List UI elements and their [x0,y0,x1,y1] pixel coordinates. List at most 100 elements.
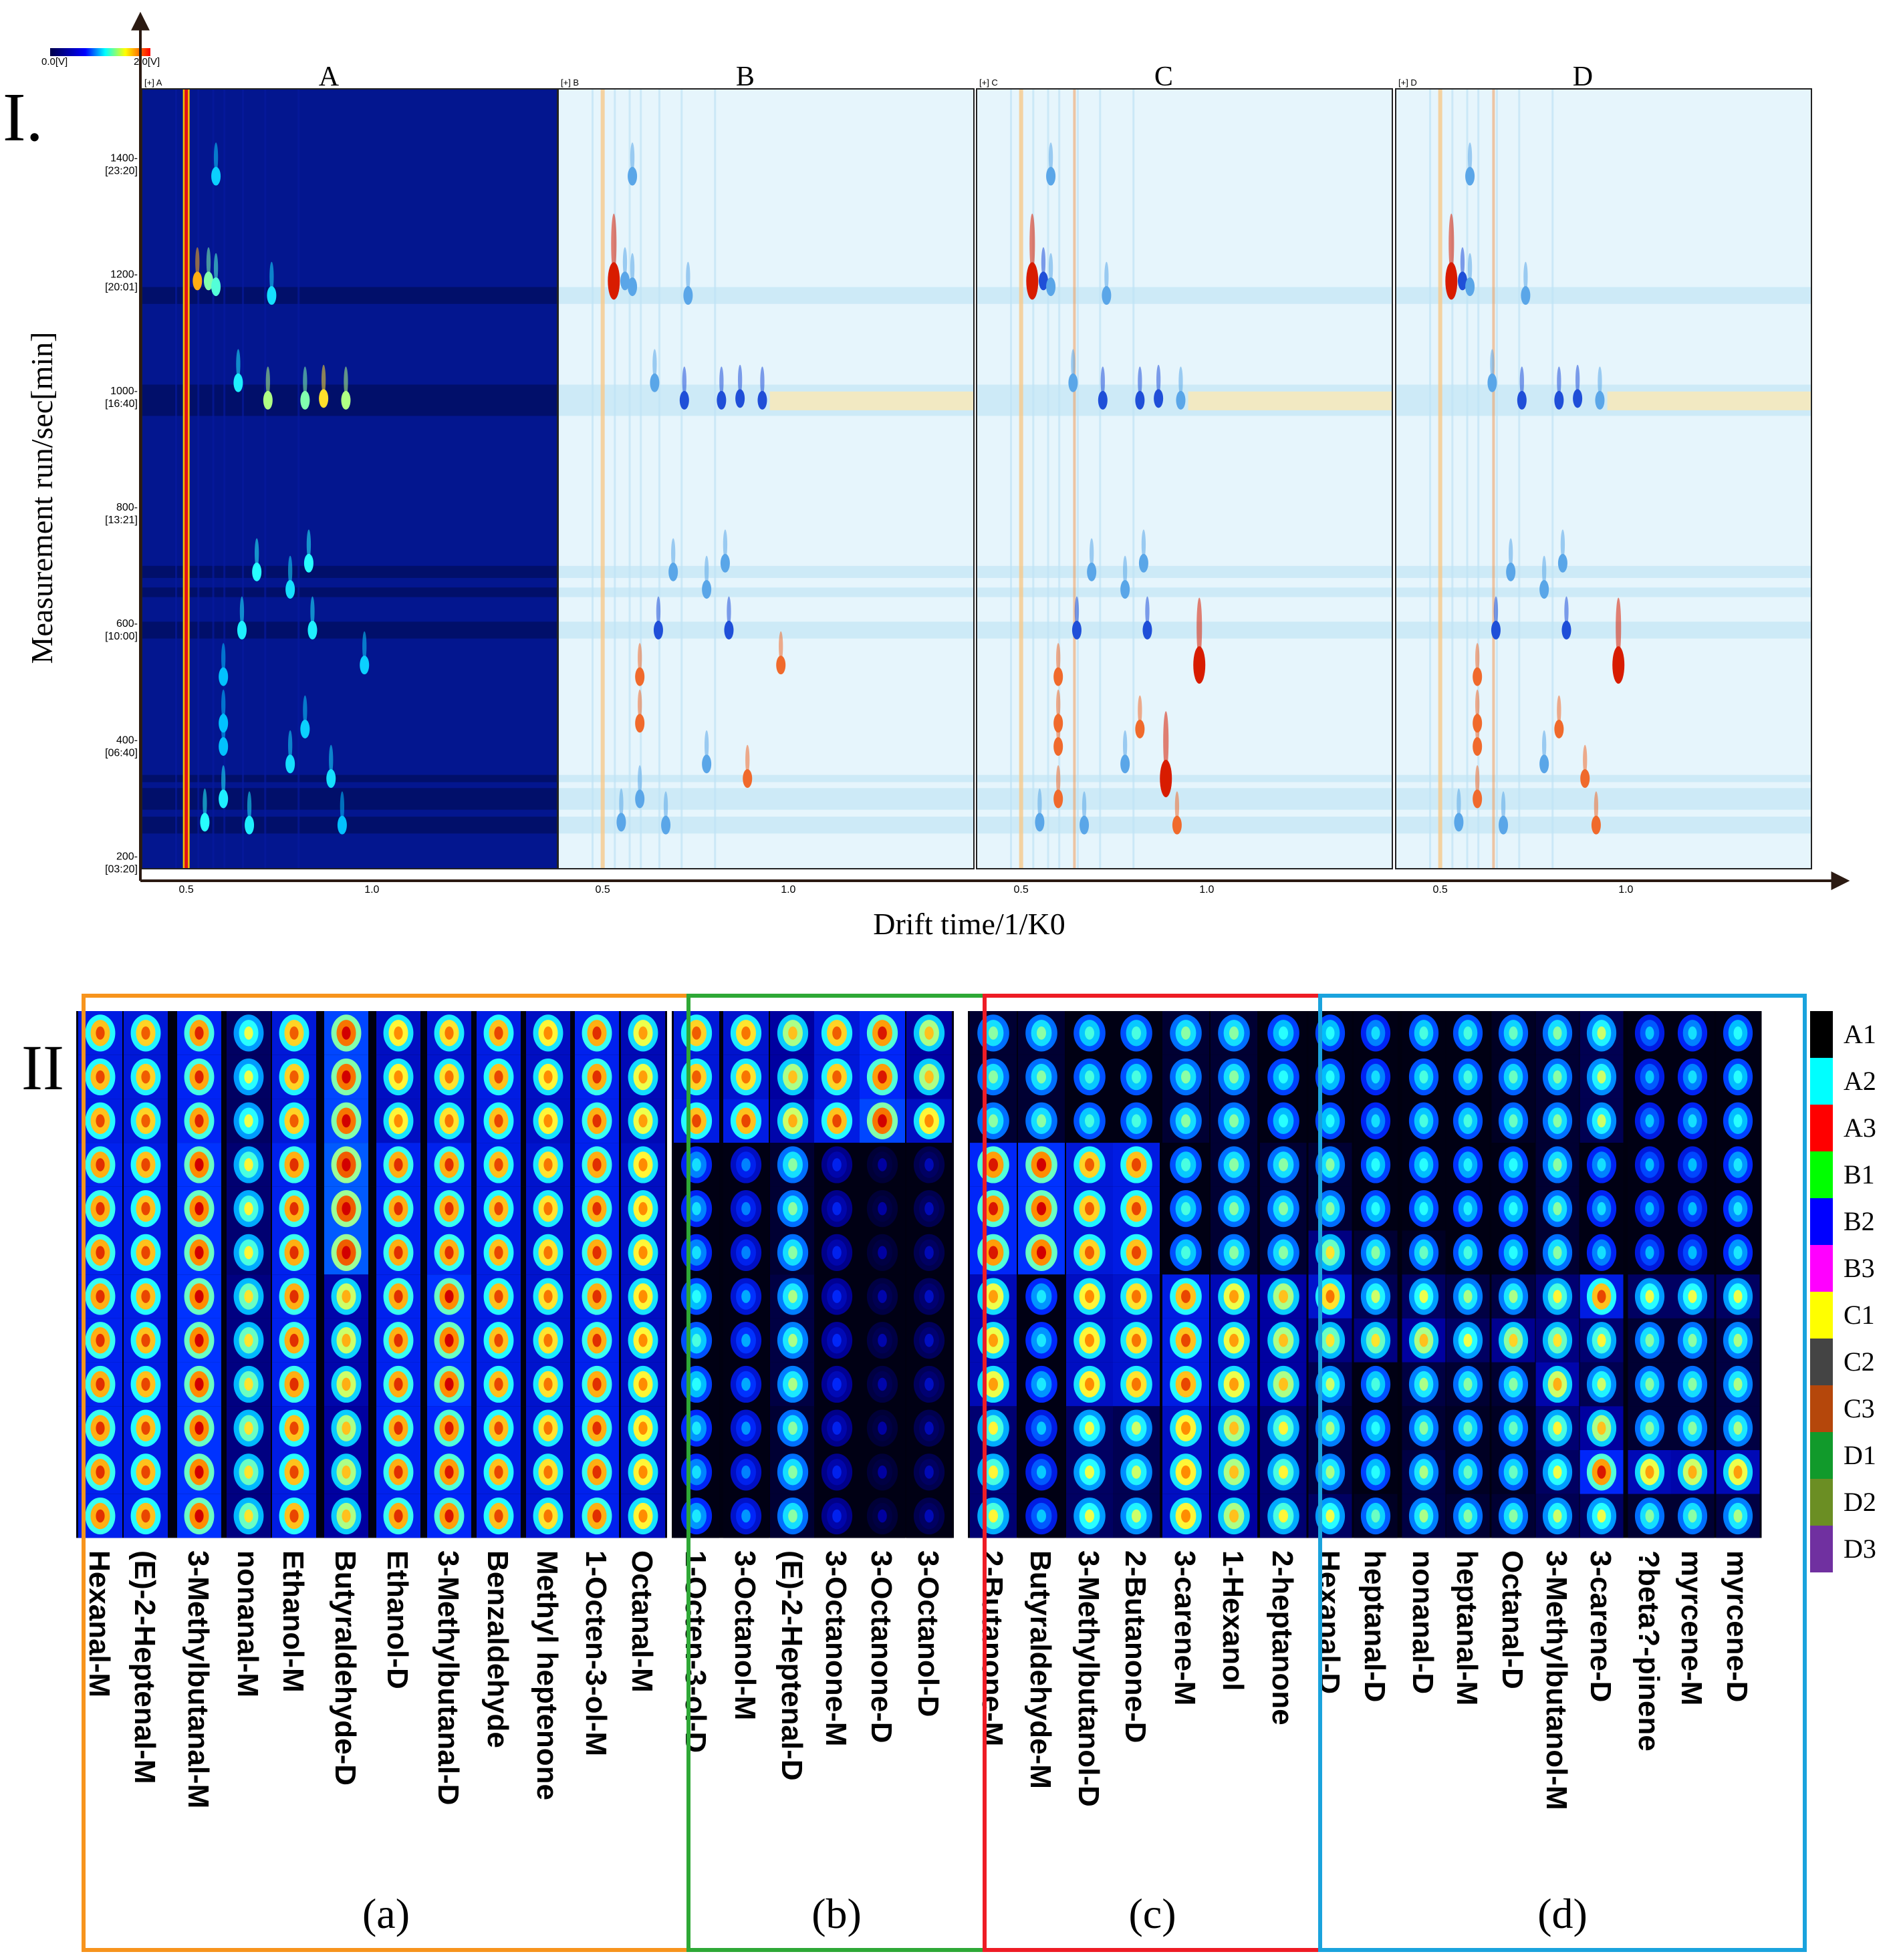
cell-core [244,1158,253,1171]
compound-label: 3-Octanol-M [729,1550,761,1720]
cell-core [494,1202,503,1216]
peak-tail [221,765,226,795]
reactant-ion-peak [1438,89,1442,869]
peak-spot [1473,737,1483,756]
cell-core [1181,1377,1190,1391]
peak-spot [1035,813,1045,832]
compound-label: 3-carene-D [1584,1550,1617,1702]
cell-core [592,1070,602,1084]
peak-tail [656,596,661,627]
cell-core [832,1070,842,1084]
cell-core [1733,1333,1743,1347]
cell-core [1597,1026,1606,1040]
cell-core [1553,1465,1562,1479]
cell-core [1645,1290,1654,1303]
compound-label: (E)-2-Heptenal-D [775,1550,808,1781]
cell-core [878,1158,887,1171]
cell-core [141,1377,150,1391]
peak-tail [1071,349,1076,380]
x-tick-label: 0.5 [596,884,610,895]
cell-core [1085,1026,1094,1040]
cell-core [692,1290,701,1303]
peak-spot [1120,754,1130,774]
cell-core [1279,1509,1288,1523]
cell-core [1733,1377,1743,1391]
cell-core [878,1333,887,1347]
cell-core [1085,1246,1094,1260]
peak-spot [1595,390,1605,410]
peak-tail [1163,711,1169,771]
background-band [558,788,974,810]
compound-label: 2-Butanone-M [976,1550,1009,1746]
cell-core [244,1290,253,1303]
cell-core [244,1509,253,1523]
peak-tail [682,366,686,397]
cell-core [832,1114,842,1128]
cell-core [638,1158,648,1171]
sample-panel-B: B [+] B 0.5 1.0 [557,61,975,895]
compound-label: 3-Octanone-D [865,1550,898,1743]
cell-core [1371,1246,1380,1260]
cell-core [832,1290,842,1303]
cell-core [543,1333,553,1347]
peak-spot [702,754,712,774]
background-streak [1032,89,1035,869]
cell-core [1181,1290,1190,1303]
cell-core [1325,1070,1335,1084]
compound-group-(b): 1-Octen-3-ol-D 3-Octanol-M (E)-2-Heptenal-… [672,994,987,1952]
colorbar-max-label: 2.0[V] [134,56,160,67]
peak-tail [221,712,226,743]
cell-core [1132,1509,1141,1523]
peak-tail [1501,791,1506,822]
cell-core [878,1421,887,1435]
y-tick-label: 600- [116,618,138,629]
cell-core [1229,1290,1239,1303]
peak-spot [1499,815,1509,835]
peak-tail [1575,364,1580,395]
cell-core [878,1465,887,1479]
cell-core [1733,1465,1743,1479]
background-streak [264,89,267,869]
peak-spot [1521,286,1531,305]
plot-frame [1395,88,1812,869]
cell-core [788,1026,797,1040]
cell-core [1325,1114,1335,1128]
peak-spot [219,737,229,756]
background-band [142,587,557,597]
peak-tail [1029,213,1035,274]
peak-spot [620,271,630,291]
cell-core [1037,1509,1046,1523]
cell-core [1037,1290,1046,1303]
cell-core [1085,1421,1094,1435]
cell-core [141,1421,150,1435]
cell-core [924,1202,934,1216]
cell-core [592,1114,602,1128]
peak-spot [1071,620,1082,640]
peak-tail [1048,142,1053,173]
cell-core [1037,1070,1046,1084]
peak-tail [1598,366,1602,397]
peak-tail [236,349,241,380]
cell-core [1688,1465,1697,1479]
cell-core [494,1114,503,1128]
cell-core [195,1333,204,1347]
cell-core [342,1246,351,1260]
background-streak [614,89,616,869]
cell-core [1181,1333,1190,1347]
peak-tail [1141,529,1146,560]
cell-core [394,1509,403,1523]
background-band [1396,775,1811,783]
cell-core [394,1377,403,1391]
peak-tail [255,538,259,569]
cell-core [1229,1509,1239,1523]
cell-core [1419,1377,1428,1391]
cell-core [244,1202,253,1216]
cell-core [1132,1246,1141,1260]
cell-core [1733,1509,1743,1523]
cell-core [195,1377,204,1391]
peak-tail [247,791,252,822]
cell-core [1325,1290,1335,1303]
peak-spot [628,166,638,186]
legend-label: A2 [1844,1066,1876,1096]
cell-core [445,1070,454,1084]
